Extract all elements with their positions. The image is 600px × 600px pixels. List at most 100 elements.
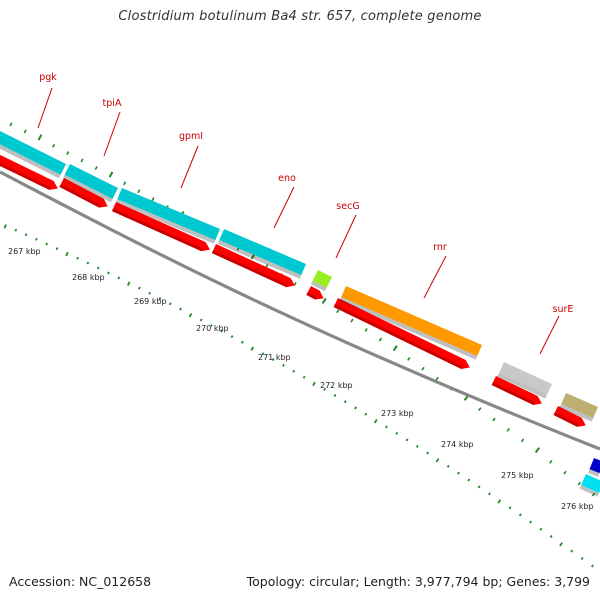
inner-tick: [373, 419, 378, 424]
cds-arrow[interactable]: [491, 376, 542, 405]
outer-tick: [37, 134, 43, 141]
gene-feature-track: [0, 126, 600, 497]
tick-label-275-kbp: 275 kbp: [501, 471, 534, 480]
outer-tick: [407, 357, 411, 361]
gene-label-eno[interactable]: eno: [278, 173, 296, 184]
cds-arrow[interactable]: [111, 202, 210, 252]
inner-tick: [426, 451, 430, 455]
gene-label-group: pgk tpiA gpmI eno secG rnr surE: [39, 72, 573, 315]
tick-label-276-kbp: 276 kbp: [561, 502, 594, 511]
gene-feature-unlabeled-9[interactable]: [579, 474, 600, 497]
gene-label-sure[interactable]: surE: [553, 304, 574, 315]
inner-tick: [96, 266, 100, 270]
gene-feature-rnr[interactable]: [339, 286, 482, 360]
inner-tick: [240, 340, 244, 344]
accession-text: Accession: NC_012658: [9, 574, 152, 589]
inner-tick: [282, 363, 285, 367]
outer-tick: [66, 151, 70, 155]
cds-arrow[interactable]: [0, 150, 58, 190]
outer-tick: [321, 297, 327, 305]
gene-label-secg[interactable]: secG: [336, 201, 359, 212]
inner-tick: [220, 329, 224, 333]
inner-tick: [14, 228, 18, 232]
cds-arrow[interactable]: [553, 406, 586, 427]
inner-tick: [138, 286, 141, 290]
inner-tick: [529, 520, 533, 524]
outer-tick: [520, 438, 525, 443]
outer-tick: [123, 181, 127, 186]
inner-tick: [539, 527, 543, 531]
leader-rnr: [423, 255, 447, 299]
outer-tick: [478, 407, 482, 411]
outer-tick: [549, 459, 553, 464]
inner-tick: [590, 564, 594, 568]
outer-tick: [336, 309, 340, 314]
inner-tick: [497, 499, 502, 504]
tick-label-268-kbp: 268 kbp: [72, 273, 105, 282]
outer-tick: [137, 189, 141, 194]
inner-tick: [312, 381, 316, 387]
gene-label-leaders: [37, 87, 560, 355]
inner-tick: [405, 438, 409, 442]
outer-tick: [506, 428, 510, 432]
gene-label-rnr[interactable]: rnr: [433, 242, 447, 253]
cds-arrow[interactable]: [211, 244, 295, 288]
gene-label-tpia[interactable]: tpiA: [103, 98, 122, 109]
leader-gpmi: [180, 145, 199, 189]
inner-tick: [188, 313, 193, 318]
leader-sure: [539, 315, 560, 355]
cds-arrow-track: [0, 150, 586, 427]
inner-tick: [292, 369, 296, 373]
gene-feature-secg[interactable]: [310, 270, 332, 292]
inner-tick: [435, 458, 440, 463]
inner-tick: [508, 506, 512, 510]
gene-feature-unlabeled-8[interactable]: [588, 458, 600, 477]
inner-tick: [385, 425, 388, 429]
gene-label-gpmi[interactable]: gpmI: [179, 131, 203, 142]
gene-feature-eno[interactable]: [217, 229, 306, 279]
gene-feature-gpmi[interactable]: [115, 188, 220, 244]
inner-tick: [354, 406, 357, 410]
inner-tick: [127, 281, 131, 286]
inner-tick: [158, 297, 162, 301]
cds-arrow[interactable]: [59, 178, 108, 208]
tick-label-group: 267 kbp 268 kbp 269 kbp 270 kbp 271 kbp 272 k…: [8, 247, 594, 511]
inner-tick: [364, 412, 368, 416]
tick-label-267-kbp: 267 kbp: [8, 247, 41, 256]
genome-backbone: [0, 170, 600, 451]
inner-tick: [302, 375, 306, 379]
outer-tick: [151, 197, 155, 201]
tick-label-269-kbp: 269 kbp: [134, 297, 167, 306]
outer-tick: [392, 345, 398, 352]
gene-label-pgk[interactable]: pgk: [39, 72, 57, 83]
leader-eno: [273, 186, 295, 229]
inner-tick: [148, 291, 152, 295]
gene-feature-sure[interactable]: [497, 362, 552, 399]
inner-tick: [24, 233, 28, 237]
inner-tick: [65, 251, 69, 257]
inner-tick: [76, 256, 79, 260]
inner-tick: [343, 400, 347, 404]
gene-feature-unlabeled-7[interactable]: [559, 393, 598, 422]
outer-tick: [534, 447, 541, 454]
leader-secg: [335, 214, 357, 259]
inner-tick: [35, 237, 38, 241]
inner-tick: [570, 549, 574, 553]
inner-tick: [199, 318, 203, 322]
inner-tick: [559, 542, 563, 547]
outer-tick: [364, 328, 368, 332]
inner-tick: [446, 464, 450, 468]
gene-feature-pgk[interactable]: [0, 126, 66, 179]
inner-tick: [467, 478, 471, 482]
cds-arrow[interactable]: [306, 286, 324, 300]
tick-label-273-kbp: 273 kbp: [381, 409, 414, 418]
inner-tick: [488, 492, 491, 496]
tick-label-274-kbp: 274 kbp: [441, 440, 474, 449]
outer-tick: [563, 470, 567, 475]
inner-tick: [250, 346, 254, 351]
cds-arrow[interactable]: [333, 298, 470, 369]
map-title: Clostridium botulinum Ba4 str. 657, comp…: [118, 9, 482, 24]
gene-feature-tpia[interactable]: [62, 164, 118, 203]
